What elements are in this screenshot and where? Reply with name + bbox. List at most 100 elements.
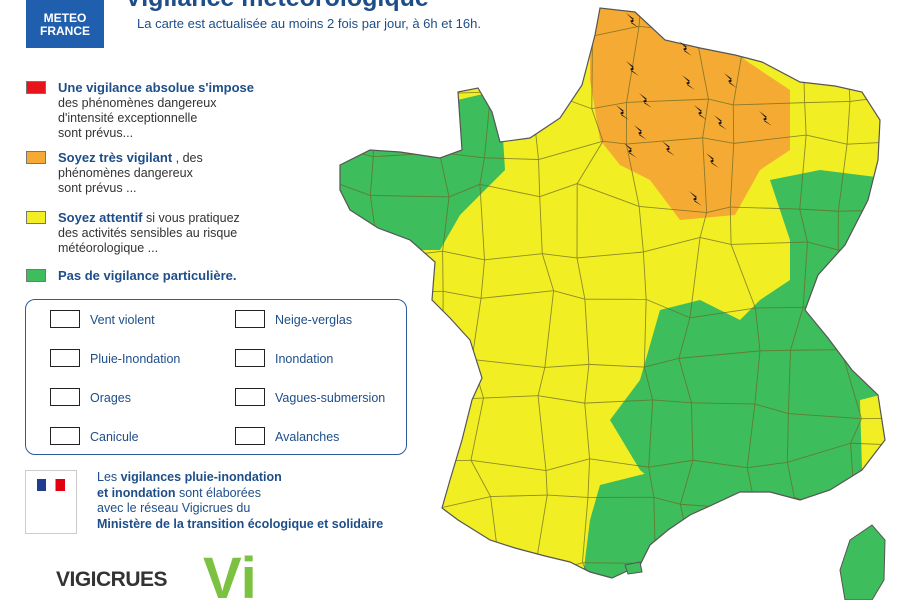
border <box>693 563 750 573</box>
legend-desc: sont prévus... <box>58 126 133 140</box>
subtitle: La carte est actualisée au moins 2 fois … <box>137 16 481 31</box>
phenomenon-label: Neige-verglas <box>275 313 352 327</box>
border <box>419 50 493 51</box>
phenomenon: Canicule <box>90 430 139 444</box>
border <box>531 38 536 87</box>
border <box>491 51 493 92</box>
border <box>391 550 432 552</box>
border <box>750 510 756 573</box>
phenomenon-label: Vent violent <box>90 313 155 327</box>
phenomenon-label: Inondation <box>275 352 333 366</box>
border <box>424 512 433 551</box>
phenomenon-icon <box>235 388 265 406</box>
border <box>498 554 534 577</box>
border <box>375 42 378 89</box>
phenomenon-label: Avalanches <box>275 430 339 444</box>
border <box>431 550 433 600</box>
border <box>491 86 531 92</box>
border <box>803 0 813 30</box>
legend-title: Pas de vigilance particulière. <box>58 268 236 283</box>
border <box>317 548 327 600</box>
border <box>433 550 498 554</box>
phenomenon: Pluie-Inondation <box>90 352 180 366</box>
border <box>336 148 339 183</box>
border <box>735 0 745 32</box>
border <box>803 304 846 307</box>
border <box>331 49 345 93</box>
border <box>838 246 900 250</box>
border <box>337 264 340 295</box>
legend-desc: phénomènes dangereux <box>58 166 193 180</box>
footer-text: sont élaborées <box>175 486 260 500</box>
corsica <box>840 525 885 600</box>
border <box>378 42 419 50</box>
border <box>803 30 847 34</box>
phenomenon-icon <box>50 310 80 328</box>
phenomenon: Inondation <box>275 352 333 366</box>
border <box>345 42 378 49</box>
phenomenon: Vent violent <box>90 313 155 327</box>
footer-text: Les <box>97 470 121 484</box>
border <box>427 399 443 460</box>
border <box>846 33 900 47</box>
phenomenon-icon <box>50 388 80 406</box>
phenomenon-icon <box>50 349 80 367</box>
ministry-logo <box>25 470 77 534</box>
border <box>373 89 375 157</box>
phenomenon-label: Canicule <box>90 430 139 444</box>
phenomenon-label: Orages <box>90 391 131 405</box>
border <box>787 568 796 600</box>
phenomenon-label: Pluie-Inondation <box>90 352 180 366</box>
phenomenon: Neige-verglas <box>275 313 352 327</box>
border <box>327 548 391 552</box>
legend-title: Une vigilance absolue s'impose <box>58 80 254 95</box>
vi-logo: Vi <box>203 545 257 612</box>
border <box>680 563 693 600</box>
legend-desc: des activités sensibles au risque <box>58 226 237 240</box>
phenomenon-icon <box>50 427 80 445</box>
legend-swatch <box>26 81 46 94</box>
border <box>750 568 787 573</box>
phenomenon-icon <box>235 310 265 328</box>
legend-swatch <box>26 269 46 282</box>
phenomenon: Avalanches <box>275 430 339 444</box>
border <box>378 259 379 293</box>
yellow-zone <box>860 390 900 470</box>
border <box>427 460 471 461</box>
border <box>382 517 391 553</box>
border <box>490 0 525 2</box>
border <box>331 93 339 148</box>
border <box>892 552 899 600</box>
footer-text: avec le réseau Vigicrues du <box>97 501 250 515</box>
legend-title: Soyez très vigilant <box>58 150 172 165</box>
phenomenon-icon <box>235 427 265 445</box>
france-map <box>317 0 900 600</box>
legend-swatch <box>26 211 46 224</box>
border <box>790 350 841 351</box>
border <box>490 0 492 51</box>
legend-desc: des phénomènes dangereux <box>58 96 216 110</box>
border <box>493 38 535 51</box>
footer-text: vigilances pluie-inondation <box>121 470 282 484</box>
border <box>838 250 846 304</box>
border <box>525 0 591 2</box>
border <box>841 304 846 349</box>
border <box>892 521 894 551</box>
border <box>591 0 593 36</box>
border <box>841 341 900 349</box>
border <box>895 418 900 445</box>
border <box>337 259 379 264</box>
border <box>750 573 754 600</box>
border <box>419 50 440 94</box>
border <box>787 497 795 568</box>
legend-desc: si vous pratiquez <box>143 211 240 225</box>
vigicrues-logo: VIGICRUES <box>56 568 167 592</box>
footer-text: Ministère de la transition écologique et… <box>97 517 383 531</box>
